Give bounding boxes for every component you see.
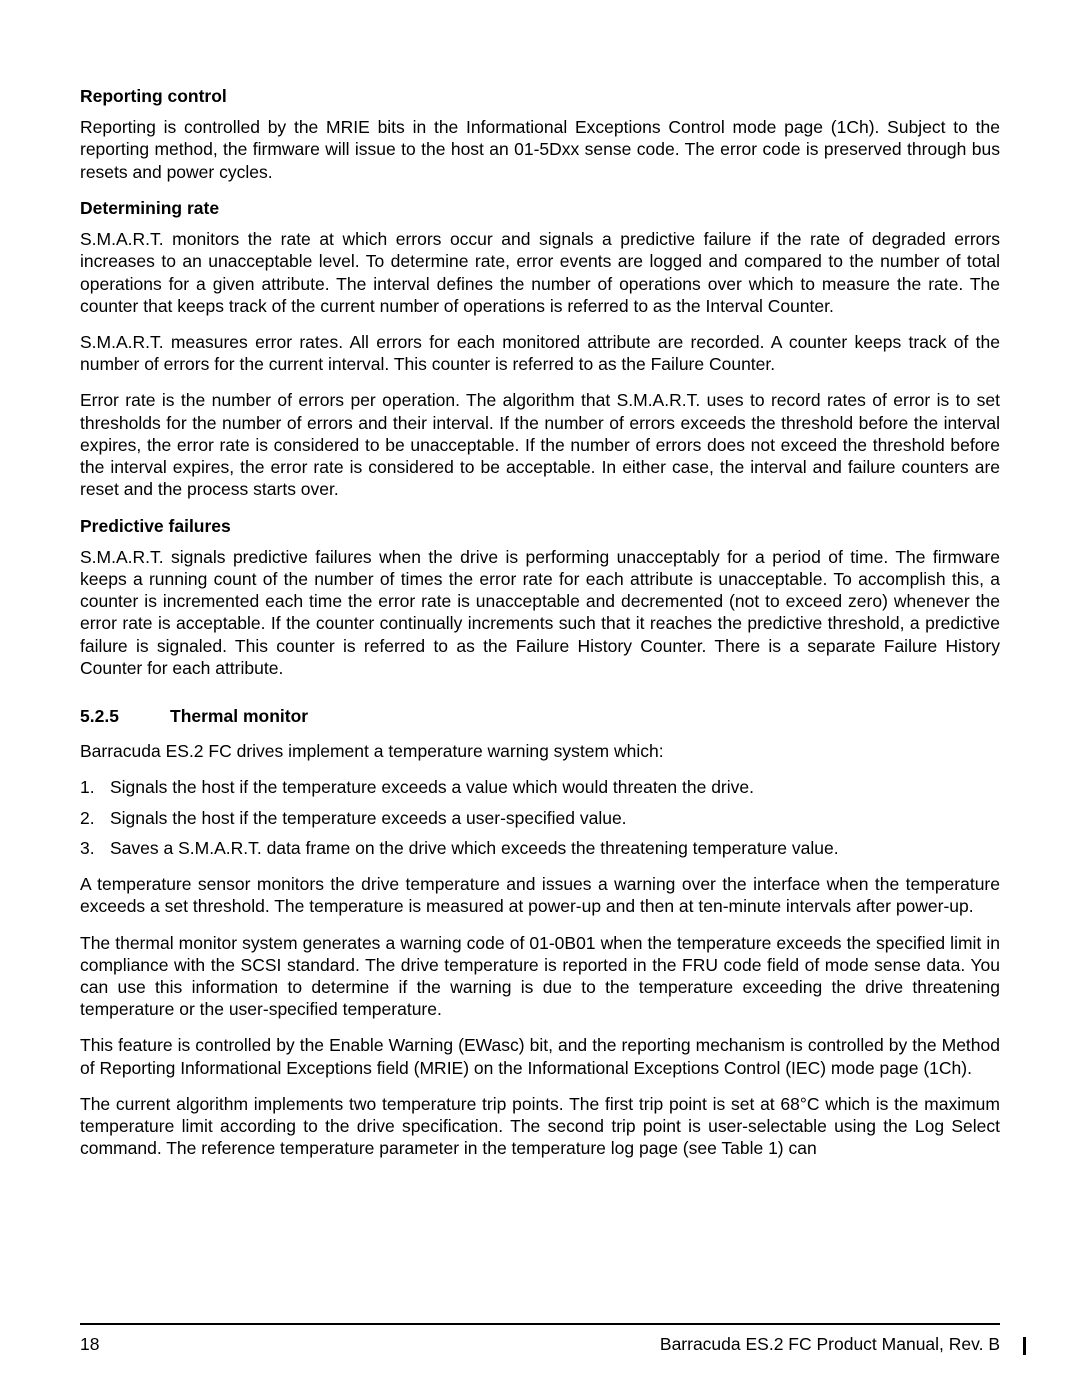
change-bar-icon: [1023, 1337, 1026, 1355]
para-thermal-intro: Barracuda ES.2 FC drives implement a tem…: [80, 740, 1000, 762]
list-number: 1.: [80, 776, 95, 798]
footer: 18 Barracuda ES.2 FC Product Manual, Rev…: [80, 1334, 1000, 1355]
list-number: 2.: [80, 807, 95, 829]
section-title: Thermal monitor: [170, 706, 308, 726]
doc-title: Barracuda ES.2 FC Product Manual, Rev. B: [660, 1334, 1000, 1355]
list-number: 3.: [80, 837, 95, 859]
content-area: Reporting control Reporting is controlle…: [80, 85, 1000, 1160]
section-number: 5.2.5: [80, 705, 170, 727]
para-thermal-4: The current algorithm implements two tem…: [80, 1093, 1000, 1160]
para-thermal-2: The thermal monitor system generates a w…: [80, 932, 1000, 1021]
footer-rule: [80, 1323, 1000, 1325]
para-rate-2: S.M.A.R.T. measures error rates. All err…: [80, 331, 1000, 375]
para-thermal-1: A temperature sensor monitors the drive …: [80, 873, 1000, 917]
para-reporting-1: Reporting is controlled by the MRIE bits…: [80, 116, 1000, 183]
page: Reporting control Reporting is controlle…: [0, 0, 1080, 1397]
list-text: Saves a S.M.A.R.T. data frame on the dri…: [110, 838, 839, 858]
list-item: 2. Signals the host if the temperature e…: [80, 807, 1000, 829]
list-item: 3. Saves a S.M.A.R.T. data frame on the …: [80, 837, 1000, 859]
subhead-determining-rate: Determining rate: [80, 197, 1000, 219]
para-predictive-1: S.M.A.R.T. signals predictive failures w…: [80, 546, 1000, 679]
para-rate-1: S.M.A.R.T. monitors the rate at which er…: [80, 228, 1000, 317]
para-thermal-3: This feature is controlled by the Enable…: [80, 1034, 1000, 1078]
thermal-list: 1. Signals the host if the temperature e…: [80, 776, 1000, 859]
list-text: Signals the host if the temperature exce…: [110, 808, 627, 828]
page-number: 18: [80, 1334, 99, 1355]
subhead-reporting-control: Reporting control: [80, 85, 1000, 107]
list-text: Signals the host if the temperature exce…: [110, 777, 754, 797]
subhead-predictive-failures: Predictive failures: [80, 515, 1000, 537]
list-item: 1. Signals the host if the temperature e…: [80, 776, 1000, 798]
para-rate-3: Error rate is the number of errors per o…: [80, 389, 1000, 500]
section-heading-thermal: 5.2.5Thermal monitor: [80, 705, 1000, 727]
